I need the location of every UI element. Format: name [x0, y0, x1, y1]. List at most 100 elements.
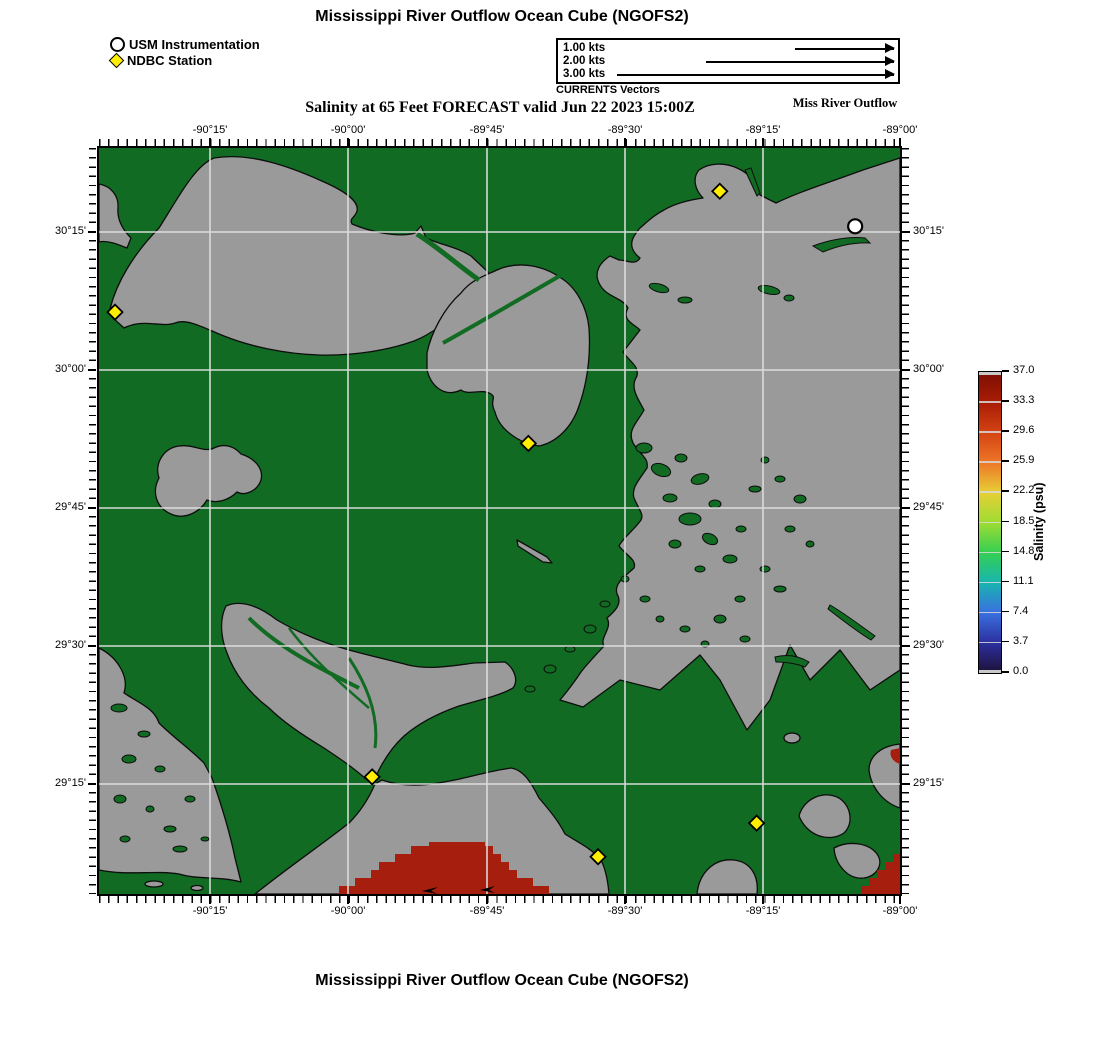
colorbar-tick — [1002, 550, 1009, 553]
page-title: Mississippi River Outflow Ocean Cube (NG… — [315, 8, 689, 25]
x-major-tick — [209, 138, 212, 146]
colorbar-gridline — [979, 401, 1001, 403]
x-major-tick — [624, 138, 627, 146]
x-major-tick — [899, 138, 901, 146]
y-major-tick — [88, 369, 96, 371]
y-axis-label-left: 30°15' — [55, 224, 86, 237]
currents-legend-row: 1.00 kts — [558, 42, 898, 55]
colorbar-tick-label: 22.2 — [1013, 484, 1035, 497]
y-axis-label-right: 29°30' — [913, 639, 944, 652]
y-major-tick — [902, 645, 910, 648]
y-axis-minor-ticks-right — [902, 148, 909, 894]
colorbar-gridline — [979, 551, 1001, 554]
colorbar-tick — [1002, 430, 1009, 432]
current-vector-arrowhead-icon — [885, 56, 895, 66]
x-major-tick — [899, 896, 901, 904]
x-major-tick — [624, 896, 627, 904]
x-major-tick — [486, 896, 488, 904]
y-major-tick — [88, 645, 96, 648]
legend-row-usm: USM Instrumentation — [110, 36, 260, 52]
station-markers — [106, 182, 864, 866]
legend-label-ndbc: NDBC Station — [127, 52, 213, 68]
colorbar-tick-label: 33.3 — [1013, 394, 1035, 407]
forecast-subtitle: Salinity at 65 Feet FORECAST valid Jun 2… — [305, 99, 695, 116]
x-axis-label-bottom: -89°45' — [469, 905, 505, 917]
y-axis-label-right: 29°15' — [913, 776, 944, 789]
x-axis-label-top: -89°45' — [469, 124, 505, 136]
usm-circle-icon — [110, 36, 125, 52]
currents-speed-label: 1.00 kts — [563, 42, 606, 54]
x-major-tick — [762, 896, 765, 904]
colorbar-tick-label: 0.0 — [1013, 665, 1029, 677]
y-major-tick — [902, 782, 910, 785]
colorbar-gridline — [979, 581, 1001, 584]
colorbar-tick-label: 11.1 — [1013, 574, 1034, 587]
footer-title: Mississippi River Outflow Ocean Cube (NG… — [315, 972, 689, 989]
currents-vector-legend: 1.00 kts 2.00 kts 3.00 kts — [556, 38, 900, 84]
x-axis-label-bottom: -90°00' — [330, 905, 366, 917]
y-major-tick — [88, 230, 96, 233]
colorbar-tick — [1002, 490, 1009, 492]
y-axis-label-right: 30°15' — [913, 224, 944, 237]
colorbar-tick — [1002, 400, 1009, 402]
current-vector-line — [705, 61, 894, 63]
y-major-tick — [902, 230, 910, 233]
colorbar-tick — [1002, 370, 1009, 372]
ndbc-station-marker — [589, 847, 607, 866]
x-axis-label-bottom: -89°30' — [607, 905, 643, 917]
currents-legend-row: 3.00 kts — [558, 68, 898, 81]
legend-row-ndbc: NDBC Station — [108, 52, 260, 68]
colorbar-tick-label: 7.4 — [1013, 604, 1029, 617]
y-axis-label-left: 30°00' — [55, 363, 86, 375]
x-major-tick — [209, 896, 212, 904]
region-label: Miss River Outflow — [792, 96, 898, 110]
ndbc-station-marker — [747, 814, 766, 832]
map-canvas — [98, 148, 901, 895]
colorbar-tick — [1002, 671, 1009, 673]
currents-legend-caption: CURRENTS Vectors — [556, 84, 660, 96]
map-frame — [97, 146, 902, 896]
ndbc-diamond-icon — [108, 52, 125, 68]
y-axis-label-left: 29°30' — [55, 639, 86, 652]
colorbar-gridline — [979, 611, 1001, 614]
colorbar-tick-label: 29.6 — [1013, 424, 1035, 437]
station-legend: USM Instrumentation NDBC Station — [108, 36, 260, 68]
x-major-tick — [347, 138, 350, 146]
x-axis-label-bottom: -89°15' — [745, 905, 781, 917]
y-major-tick — [88, 782, 96, 785]
y-major-tick — [902, 369, 910, 371]
colorbar-tick — [1002, 640, 1009, 643]
x-axis-label-top: -90°00' — [330, 124, 366, 136]
colorbar-title: Salinity (psu) — [1032, 482, 1046, 561]
x-axis-label-bottom: -90°15' — [192, 905, 228, 917]
colorbar-tick — [1002, 460, 1009, 462]
colorbar-tick-label: 14.8 — [1013, 544, 1035, 557]
ndbc-station-marker — [711, 182, 729, 201]
x-axis-label-top: -89°30' — [607, 124, 643, 136]
current-vector-arrows — [422, 886, 495, 894]
y-major-tick — [902, 507, 910, 510]
colorbar-tick — [1002, 580, 1009, 583]
colorbar-gridline — [979, 431, 1001, 433]
ndbc-station-marker — [363, 768, 381, 786]
colorbar — [978, 371, 1002, 674]
x-axis-label-bottom: -89°00' — [882, 905, 918, 917]
currents-legend-row: 2.00 kts — [558, 55, 898, 68]
x-major-tick — [762, 138, 765, 146]
ndbc-station-marker — [106, 303, 124, 321]
colorbar-gridline — [979, 491, 1001, 493]
colorbar-tick-label: 3.7 — [1013, 634, 1029, 647]
colorbar-tick — [1002, 520, 1009, 523]
x-axis-label-top: -90°15' — [192, 124, 228, 136]
colorbar-bottom-cap — [979, 670, 1001, 673]
y-axis-label-left: 29°45' — [55, 501, 86, 514]
x-axis-minor-ticks-bottom — [99, 896, 900, 903]
current-vector-arrowhead-icon — [885, 43, 895, 53]
colorbar-gridline — [979, 641, 1001, 644]
x-major-tick — [347, 896, 350, 904]
x-major-tick — [486, 138, 488, 146]
x-axis-label-top: -89°15' — [745, 124, 781, 136]
colorbar-gridline — [979, 521, 1001, 524]
y-axis-label-right: 29°45' — [913, 501, 944, 514]
colorbar-tick-label: 18.5 — [1013, 514, 1035, 527]
